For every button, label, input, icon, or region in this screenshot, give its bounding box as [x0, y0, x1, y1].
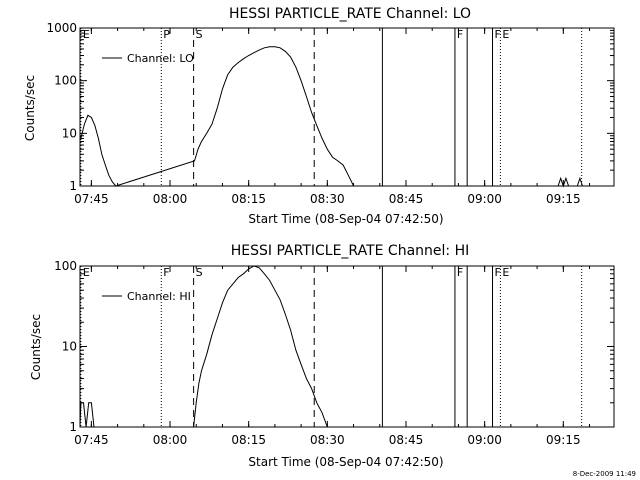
- lo-chart-xlabel: Start Time (08-Sep-04 07:42:50): [248, 212, 443, 226]
- hi-x-tick-label: 09:15: [546, 433, 581, 447]
- lo-legend-label: Channel: LO: [127, 52, 194, 65]
- hi-y-tick-label: 100: [54, 259, 77, 273]
- lo-event-marker-label: F: [495, 28, 501, 41]
- lo-plot-frame: [79, 27, 615, 187]
- lo-event-marker-label: E: [502, 28, 509, 41]
- hi-y-tick-label: 1: [69, 420, 77, 434]
- lo-x-tick-label: 08:15: [231, 192, 266, 206]
- hi-channel-panel: HESSI PARTICLE_RATE Channel: HI Start Ti…: [29, 243, 615, 469]
- lo-series-blip: [576, 176, 583, 187]
- hi-chart-xlabel: Start Time (08-Sep-04 07:42:50): [248, 455, 443, 469]
- lo-event-marker-label: E: [83, 28, 90, 41]
- hi-event-marker-label: E: [83, 266, 90, 279]
- hi-x-tick-label: 08:30: [310, 433, 345, 447]
- hi-x-tick-label: 07:45: [74, 433, 109, 447]
- hi-legend-label: Channel: HI: [127, 290, 191, 303]
- lo-y-tick-label: 1000: [46, 21, 77, 35]
- hi-series-line: [79, 265, 328, 428]
- lo-chart-title: HESSI PARTICLE_RATE Channel: LO: [229, 6, 471, 22]
- lo-event-marker-label: S: [196, 28, 203, 41]
- lo-y-tick-label: 10: [62, 126, 77, 140]
- generation-timestamp: 8-Dec-2009 11:49: [573, 470, 636, 478]
- lo-event-marker-label: F: [457, 28, 463, 41]
- lo-series-blip: [557, 176, 570, 188]
- lo-y-tick-label: 1: [69, 179, 77, 193]
- lo-x-tick-label: 07:45: [74, 192, 109, 206]
- lo-chart-ylabel: Counts/sec: [23, 75, 37, 141]
- lo-x-tick-label: 08:45: [389, 192, 424, 206]
- lo-channel-panel: HESSI PARTICLE_RATE Channel: LO Start Ti…: [23, 6, 615, 226]
- lo-series-line: [80, 46, 355, 187]
- hi-x-tick-label: 08:15: [231, 433, 266, 447]
- hi-event-marker-label: E: [502, 266, 509, 279]
- lo-x-tick-label: 09:15: [546, 192, 581, 206]
- hi-x-tick-label: 08:00: [153, 433, 188, 447]
- lo-x-tick-label: 09:00: [467, 192, 502, 206]
- hi-event-marker-label: F: [163, 266, 169, 279]
- hi-chart-title: HESSI PARTICLE_RATE Channel: HI: [231, 243, 469, 259]
- hi-x-tick-label: 09:00: [467, 433, 502, 447]
- lo-x-tick-label: 08:30: [310, 192, 345, 206]
- hi-event-marker-label: S: [196, 266, 203, 279]
- hi-x-tick-label: 08:45: [389, 433, 424, 447]
- hi-event-marker-label: F: [457, 266, 463, 279]
- hi-y-tick-label: 10: [62, 340, 77, 354]
- hi-event-marker-label: F: [495, 266, 501, 279]
- hi-chart-ylabel: Counts/sec: [29, 314, 43, 380]
- lo-event-marker-label: P: [163, 28, 170, 41]
- lo-x-tick-label: 08:00: [153, 192, 188, 206]
- lo-y-tick-label: 100: [54, 74, 77, 88]
